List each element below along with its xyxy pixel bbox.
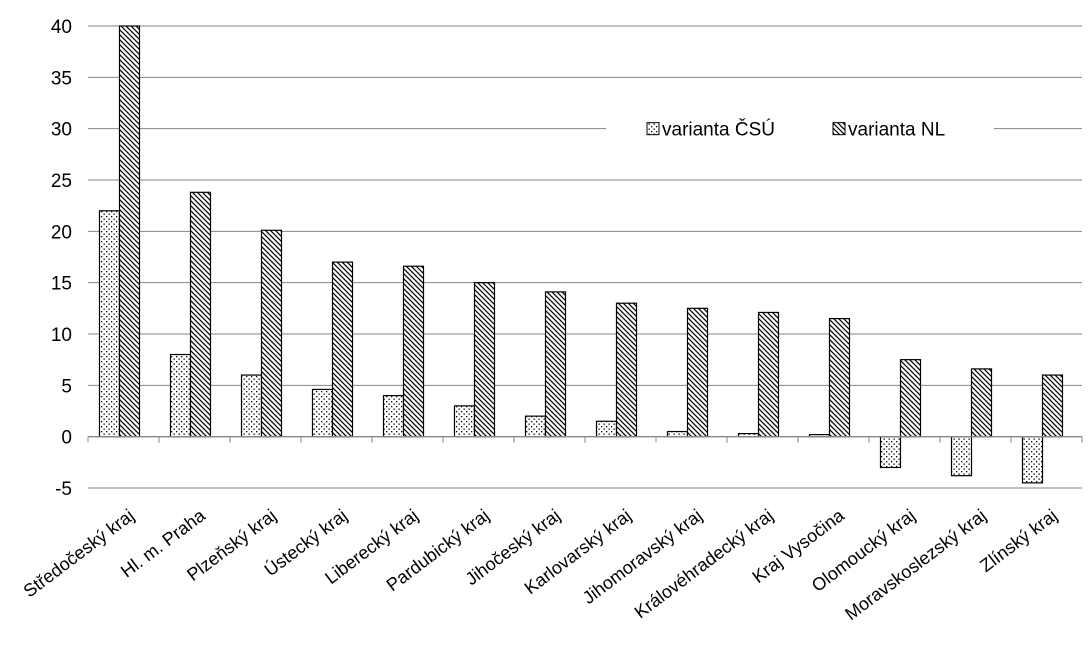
bar-varianta-nl (686, 307, 709, 438)
legend-swatch-csu (646, 122, 660, 136)
bar-varianta-nl (260, 229, 283, 438)
bar-varianta-csu (879, 436, 902, 469)
y-tick-label: 15 (51, 274, 72, 295)
x-category-label: Zlínský kraj (976, 505, 1061, 576)
y-tick-label: 30 (51, 120, 72, 141)
bar-varianta-csu (950, 436, 973, 477)
bar-varianta-nl (331, 261, 354, 438)
legend-label-nl: varianta NL (848, 120, 945, 141)
bar-varianta-nl (899, 359, 922, 438)
gridlines (88, 25, 1082, 489)
bar-varianta-csu (311, 388, 334, 438)
bar-varianta-nl (757, 311, 780, 438)
bar-varianta-csu (1021, 436, 1044, 484)
bar-varianta-csu (524, 415, 547, 438)
x-category-label: Středočeský kraj (20, 505, 138, 601)
legend: varianta ČSÚ varianta NL (646, 119, 945, 141)
legend-swatch-nl (832, 122, 846, 136)
y-tick-label: 10 (51, 325, 72, 346)
bar-varianta-nl (615, 302, 638, 438)
bar-varianta-nl (473, 282, 496, 438)
bar-varianta-nl (828, 318, 851, 438)
bars (98, 25, 1064, 484)
bar-varianta-nl (970, 368, 993, 438)
bar-varianta-csu (666, 430, 689, 438)
bar-varianta-csu (453, 405, 476, 438)
legend-label-csu: varianta ČSÚ (662, 119, 775, 141)
y-tick-label: 25 (51, 171, 72, 192)
y-tick-label: 40 (51, 17, 72, 38)
x-category-label: Jihomoravský kraj (579, 505, 706, 608)
bar-varianta-nl (1041, 374, 1064, 438)
bar-varianta-csu (240, 374, 263, 438)
y-tick-label: 20 (51, 222, 72, 243)
bar-varianta-csu (169, 353, 192, 438)
y-tick-label: 5 (61, 376, 72, 397)
y-tick-label: 35 (51, 68, 72, 89)
bar-varianta-csu (595, 420, 618, 438)
bar-varianta-nl (118, 25, 141, 438)
bar-varianta-csu (382, 395, 405, 438)
bar-varianta-nl (189, 191, 212, 438)
bar-varianta-csu (98, 210, 121, 438)
y-tick-label: 0 (61, 428, 72, 449)
y-tick-label: -5 (55, 479, 72, 500)
bar-varianta-nl (544, 291, 567, 438)
bar-varianta-nl (402, 265, 425, 438)
